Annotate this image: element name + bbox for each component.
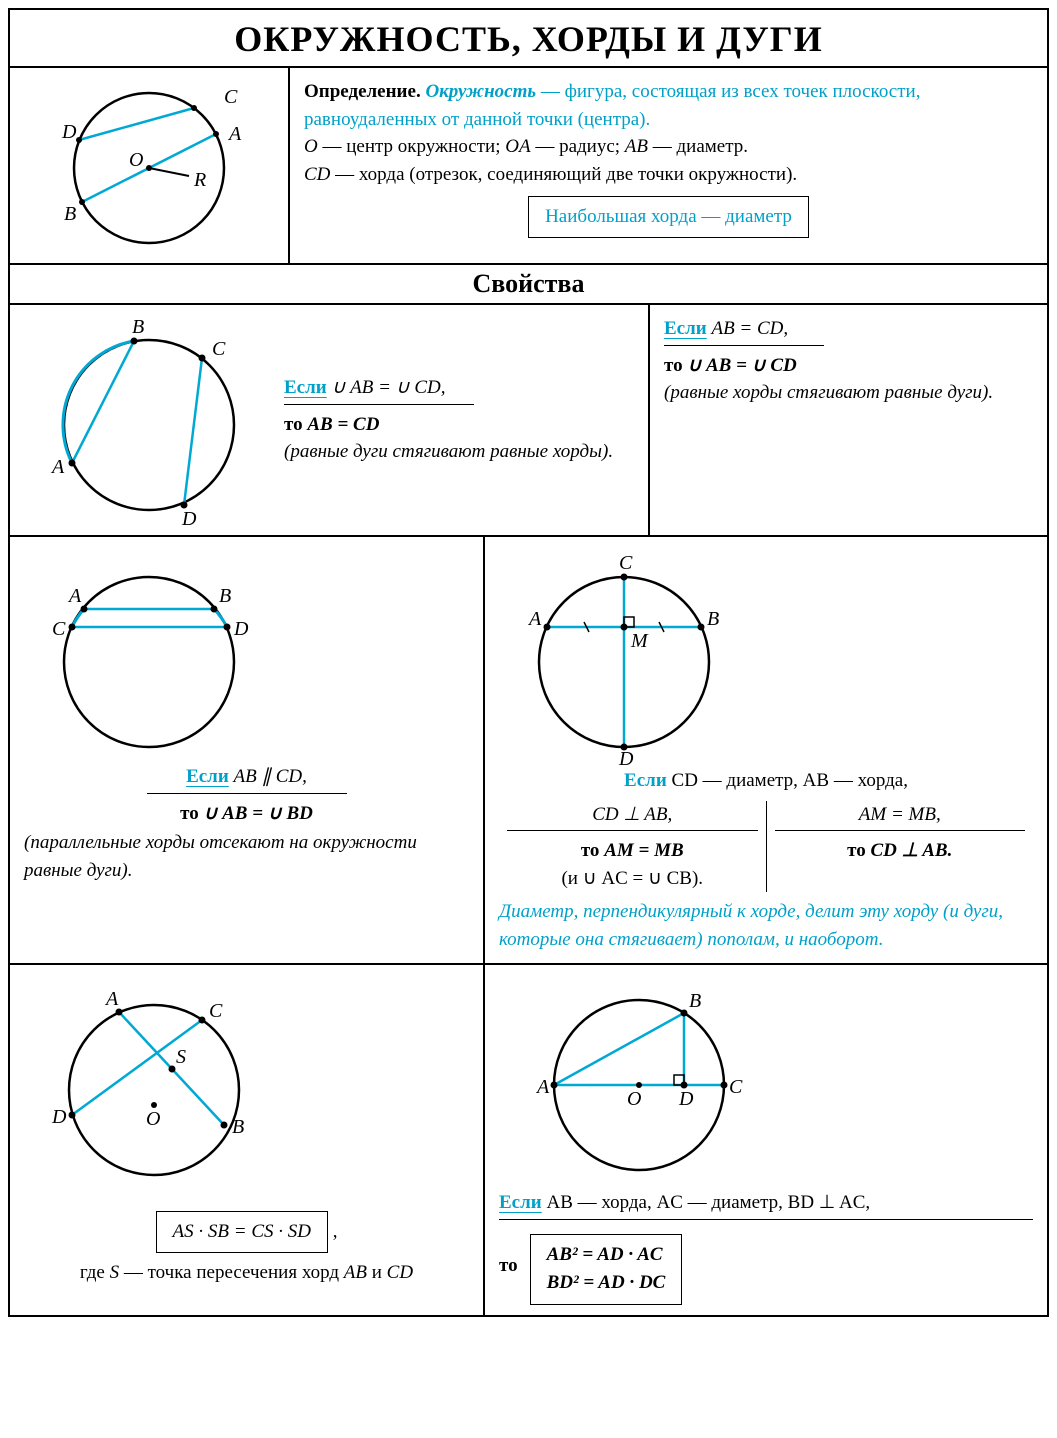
svg-text:M: M (630, 630, 649, 652)
p6-then-label: то (499, 1252, 518, 1280)
p4-right-then-label: то (847, 840, 866, 861)
svg-text:A: A (67, 585, 82, 607)
prop3-cell: A B C D Если AB ∥ CD, то ∪ AB = ∪ BD (па… (10, 537, 485, 965)
svg-text:C: C (209, 1000, 223, 1022)
svg-text:B: B (232, 1116, 244, 1138)
page-frame: ОКРУЖНОСТЬ, ХОРДЫ И ДУГИ C D A B (8, 8, 1049, 1317)
svg-text:D: D (233, 618, 249, 640)
svg-text:D: D (678, 1088, 694, 1110)
prop1-row: A B C D Если ∪ AB = ∪ CD, то AB = CD (ра… (10, 305, 1047, 537)
svg-text:D: D (181, 508, 197, 525)
p2-if: AB = CD, (707, 318, 788, 339)
p4-right-then: CD ⊥ AB. (866, 840, 953, 861)
definition-row: C D A B O R Определение. Окружность — фи… (10, 68, 1047, 265)
prop3-4-row: A B C D Если AB ∥ CD, то ∪ AB = ∪ BD (па… (10, 537, 1047, 965)
fig-prop1: A B C D (24, 315, 274, 525)
p1-if-label: Если (284, 377, 327, 398)
p6-box1: AB² = AD · AC (547, 1241, 666, 1270)
fig-prop4: A B C D M (499, 547, 749, 767)
fig-prop6: A C B D O (499, 975, 779, 1185)
p5-box: AS · SB = CS · SD (156, 1211, 328, 1253)
p3-then-label: то (180, 803, 199, 824)
definition-line2: O — центр окружности; OA — радиус; AB — … (304, 133, 1033, 161)
p6-box2: BD² = AD · DC (547, 1269, 666, 1298)
definition-line1: Определение. Окружность — фигура, состоя… (304, 78, 1033, 133)
svg-text:B: B (219, 585, 231, 607)
svg-text:D: D (618, 748, 634, 767)
prop5-6-row: A B C D S O AS · SB = CS · SD , где S — … (10, 965, 1047, 1315)
fig-prop5: A B C D S O (24, 975, 284, 1195)
svg-text:B: B (132, 316, 144, 338)
prop1-cell: A B C D Если ∪ AB = ∪ CD, то AB = CD (ра… (10, 305, 650, 537)
svg-text:C: C (729, 1076, 743, 1098)
lbl-A: A (227, 123, 242, 145)
p4-left-then-label: то (581, 840, 600, 861)
svg-text:C: C (619, 552, 633, 574)
svg-text:A: A (527, 608, 542, 630)
p4-given: CD — диаметр, AB — хорда, (667, 770, 908, 791)
properties-header: Свойства (10, 265, 1047, 305)
lbl-C: C (224, 86, 238, 108)
p3-then: ∪ AB = ∪ BD (199, 803, 313, 824)
p2-note: (равные хорды стягивают равные дуги). (664, 379, 1033, 407)
page-title: ОКРУЖНОСТЬ, ХОРДЫ И ДУГИ (10, 10, 1047, 68)
p3-note: (параллельные хорды отсекают на окружнос… (24, 829, 469, 884)
svg-text:O: O (627, 1088, 641, 1110)
p4-left-then: AM = MB (599, 840, 683, 861)
definition-text-cell: Определение. Окружность — фигура, состоя… (290, 68, 1047, 265)
svg-text:A: A (50, 456, 65, 478)
p6-if-label: Если (499, 1192, 542, 1213)
prop6-cell: A C B D O Если AB — хорда, AC — диаметр,… (485, 965, 1047, 1315)
svg-text:B: B (707, 608, 719, 630)
p2-if-label: Если (664, 318, 707, 339)
definition-line3: CD — хорда (отрезок, соединяющий две точ… (304, 161, 1033, 189)
svg-text:A: A (104, 988, 119, 1010)
svg-text:C: C (52, 618, 66, 640)
p1-note: (равные дуги стягивают равные хорды). (284, 438, 634, 466)
p3-if: AB ∥ CD, (229, 766, 307, 787)
p4-left-if: CD ⊥ AB, (507, 801, 758, 829)
lbl-D: D (61, 121, 77, 143)
svg-text:O: O (146, 1108, 160, 1130)
p4-left-extra: (и ∪ AC = ∪ CB). (507, 865, 758, 893)
p2-then: ∪ AB = ∪ CD (683, 355, 797, 376)
lbl-O: O (129, 149, 143, 171)
svg-text:B: B (689, 990, 701, 1012)
p6-if: AB — хорда, AC — диаметр, BD ⊥ AC, (542, 1192, 870, 1213)
prop4-cell: A B C D M Если CD — диаметр, AB — хорда,… (485, 537, 1047, 965)
svg-text:C: C (212, 338, 226, 360)
p1-then: AB = CD (303, 414, 380, 435)
svg-text:D: D (51, 1106, 67, 1128)
p4-given-label: Если (624, 770, 667, 791)
svg-text:S: S (176, 1046, 186, 1068)
p1-then-label: то (284, 414, 303, 435)
definition-label: Определение. (304, 81, 421, 102)
p2-then-label: то (664, 355, 683, 376)
fig-definition: C D A B O R (24, 78, 274, 253)
prop1-text: Если ∪ AB = ∪ CD, то AB = CD (равные дуг… (274, 374, 634, 466)
prop5-cell: A B C D S O AS · SB = CS · SD , где S — … (10, 965, 485, 1315)
definition-box: Наибольшая хорда — диаметр (528, 196, 809, 238)
p1-if: ∪ AB = ∪ CD, (327, 377, 446, 398)
lbl-B: B (64, 203, 76, 225)
fig-prop3: A B C D (24, 547, 274, 757)
definition-term: Окружность (425, 81, 536, 102)
p3-if-label: Если (186, 766, 229, 787)
p5-note: где S — точка пересечения хорд AB и CD (80, 1262, 413, 1283)
lbl-R: R (193, 169, 206, 191)
prop2-cell: Если AB = CD, то ∪ AB = ∪ CD (равные хор… (650, 305, 1047, 537)
p4-right-if: AM = MB, (775, 801, 1026, 829)
p5-comma: , (328, 1221, 338, 1242)
svg-text:A: A (535, 1076, 550, 1098)
definition-figure-cell: C D A B O R (10, 68, 290, 265)
p4-summary: Диаметр, перпендикулярный к хорде, делит… (499, 898, 1033, 953)
